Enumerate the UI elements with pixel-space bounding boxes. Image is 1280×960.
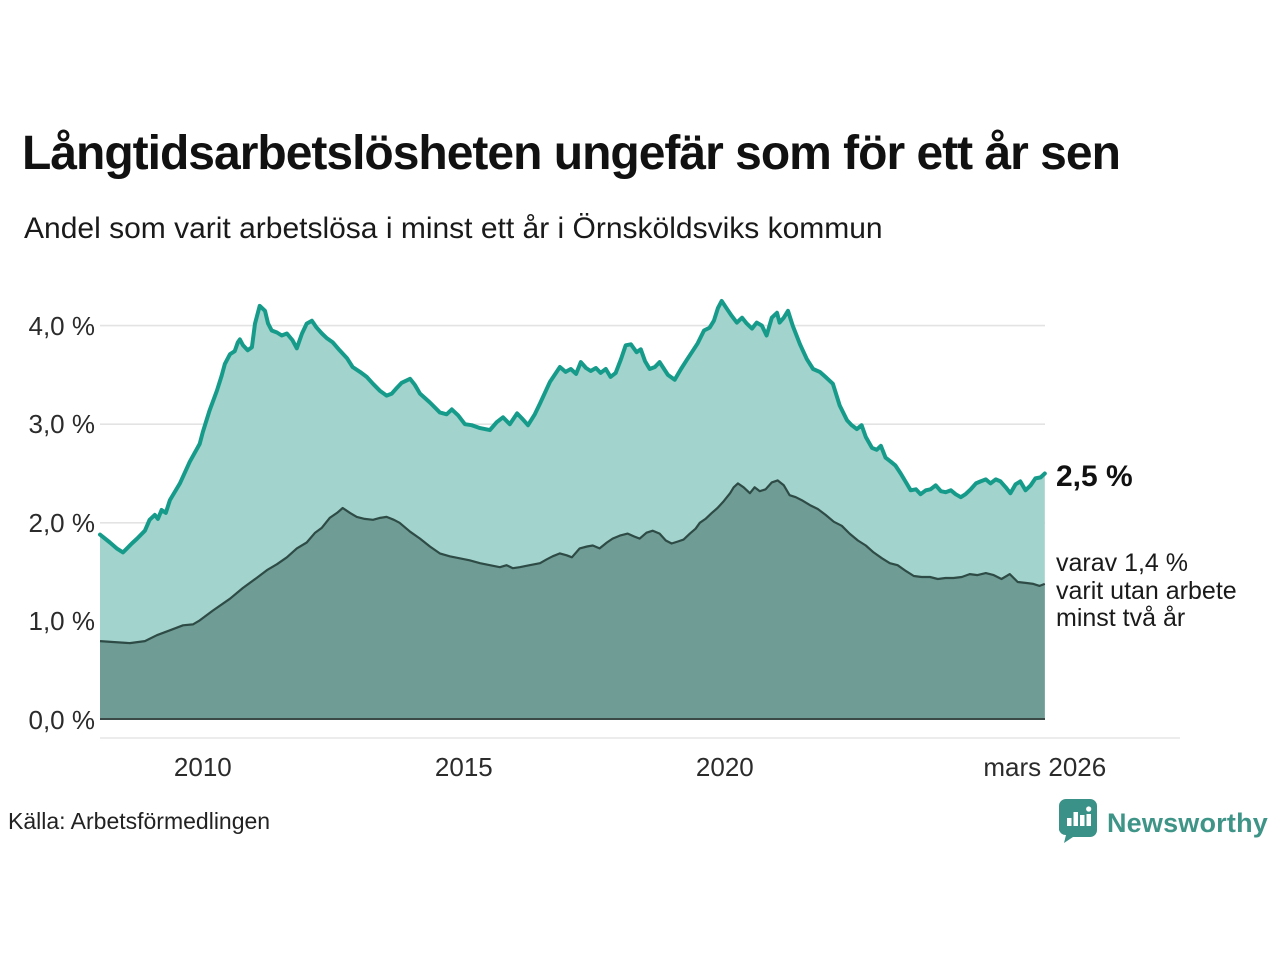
source-credit: Källa: Arbetsförmedlingen [8, 808, 271, 834]
newsworthy-branding: Newsworthy [1058, 798, 1268, 849]
secondary-value-label: varav 1,4 % varit utan arbete minst två … [1056, 549, 1237, 633]
secondary-value-line-2: varit utan arbete [1056, 576, 1237, 605]
series-line-1yr [98, 299, 1047, 555]
y-tick-label-1: 1,0 % [28, 606, 96, 637]
chart-subtitle: Andel som varit arbetslösa i minst ett å… [24, 212, 883, 245]
series-area-2yr [100, 480, 1045, 720]
y-tick-label-2: 2,0 % [28, 507, 96, 538]
x-tick-label-mars-2026: mars 2026 [983, 752, 1107, 782]
x-tick-label-2020: 2020 [695, 752, 754, 782]
secondary-value-line-1: varav 1,4 % [1056, 549, 1189, 577]
series-line-2yr [99, 479, 1046, 645]
y-tick-label-0: 0,0 % [28, 705, 96, 735]
x-tick-label-2015: 2015 [434, 752, 493, 782]
newsworthy-barchart-pin-icon [1058, 798, 1098, 849]
secondary-value-line-3: minst två år [1056, 604, 1186, 632]
newsworthy-wordmark: Newsworthy [1106, 807, 1268, 838]
y-tick-label-3: 3,0 % [28, 409, 96, 440]
x-tick-label-2010: 2010 [173, 752, 232, 782]
page-title: Långtidsarbetslösheten ungefär som för e… [22, 127, 1121, 180]
y-tick-label-4: 4,0 % [28, 310, 96, 341]
latest-value-label: 2,5 % [1056, 460, 1133, 493]
